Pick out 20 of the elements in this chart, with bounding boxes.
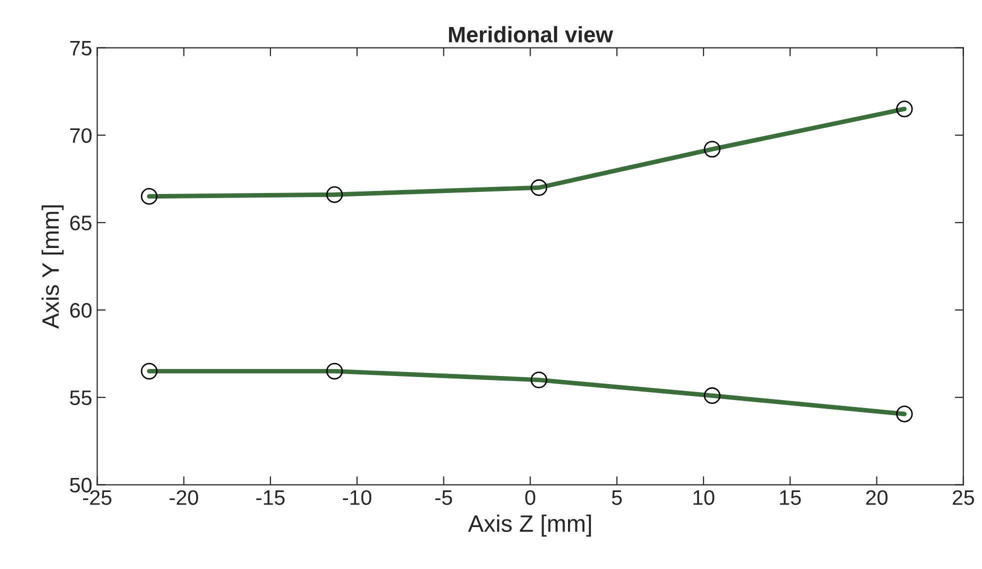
x-axis-title: Axis Z [mm] xyxy=(468,514,591,537)
x-tick-label: -10 xyxy=(342,490,372,505)
x-tick-label: -20 xyxy=(170,490,198,505)
y-tick-label: 65 xyxy=(70,216,92,230)
x-tick-label: 20 xyxy=(866,490,888,505)
x-tick-label: 25 xyxy=(952,490,974,505)
x-tick-label: 5 xyxy=(612,490,622,505)
x-tick-label: -5 xyxy=(435,490,452,505)
y-axis-title: Axis Y [mm] xyxy=(42,205,64,329)
y-tick-label: 60 xyxy=(70,302,92,318)
x-tick-label: 15 xyxy=(780,490,801,505)
x-tick-label: -15 xyxy=(256,490,285,505)
chart-title: Meridional view xyxy=(449,26,614,42)
y-tick-label: 50 xyxy=(70,478,92,493)
x-tick-label: 0 xyxy=(525,490,536,505)
y-tick-label: 75 xyxy=(70,41,92,56)
y-tick-label: 70 xyxy=(70,128,92,143)
x-tick-label: 10 xyxy=(694,490,714,505)
y-tick-label: 55 xyxy=(70,390,92,406)
x-tick-label: -25 xyxy=(83,490,112,505)
